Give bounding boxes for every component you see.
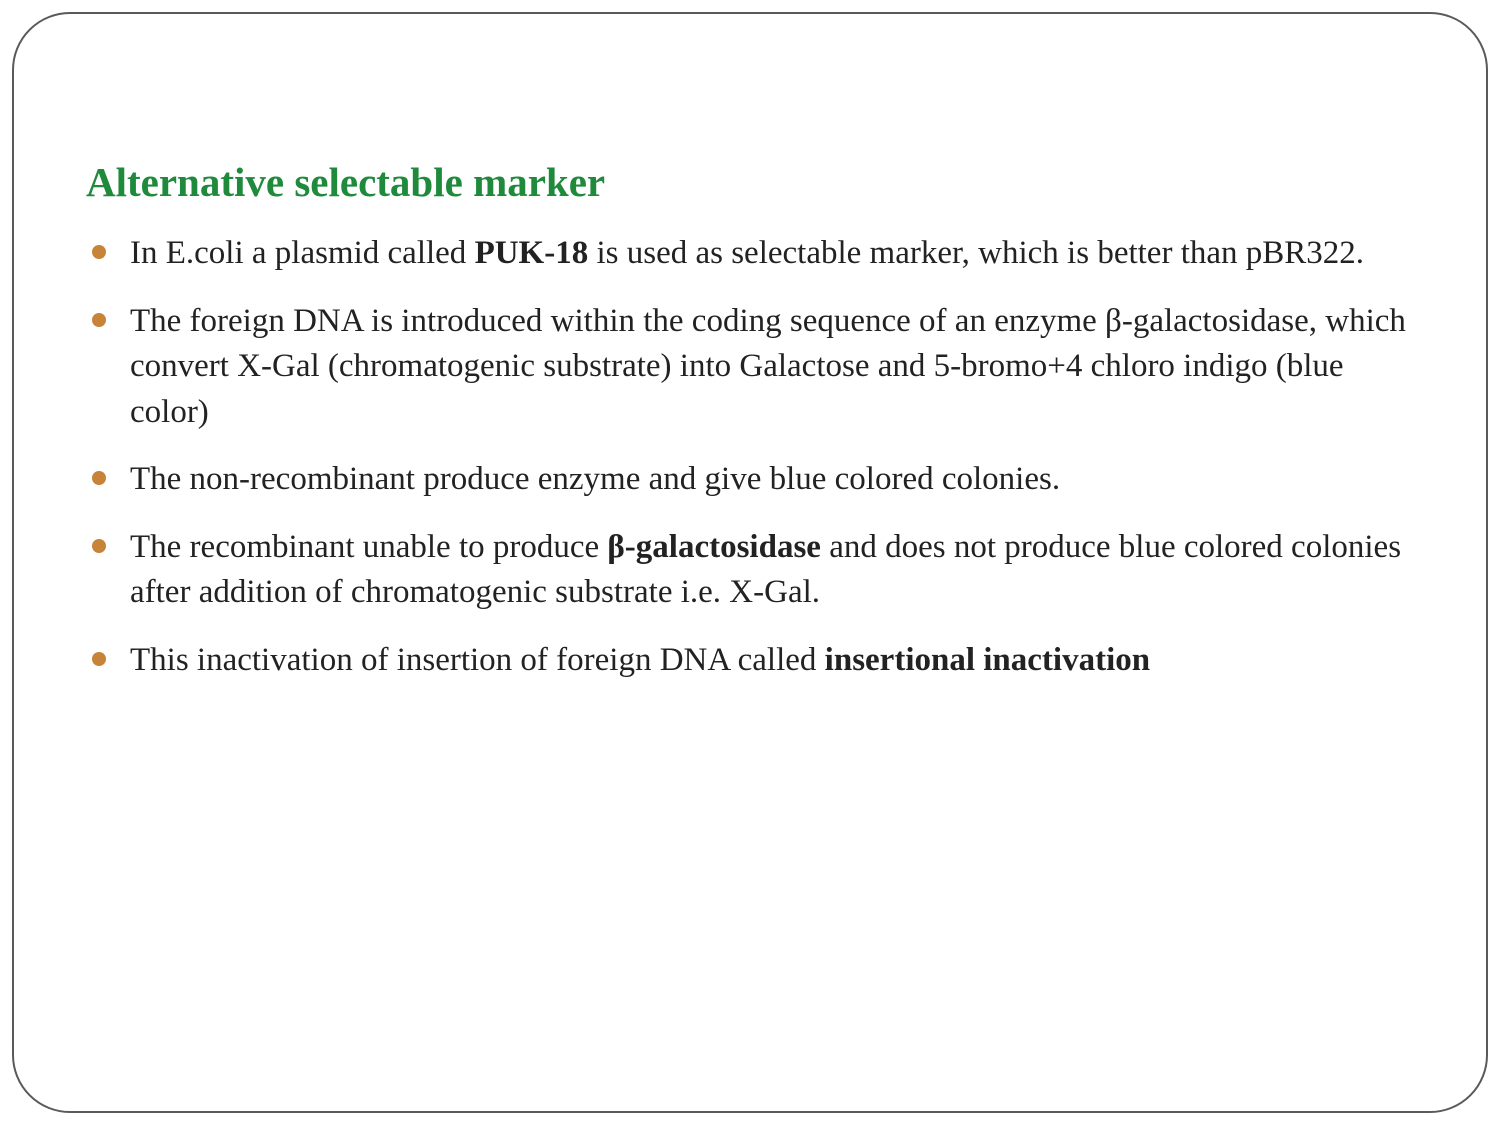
slide-title: Alternative selectable marker <box>86 158 1414 207</box>
list-item: The recombinant unable to produce β-gala… <box>86 525 1414 616</box>
list-item: This inactivation of insertion of foreig… <box>86 638 1414 684</box>
bullet-icon <box>92 313 106 327</box>
slide-content: Alternative selectable marker In E.coli … <box>86 158 1414 705</box>
list-item: The non-recombinant produce enzyme and g… <box>86 457 1414 503</box>
bullet-icon <box>92 471 106 485</box>
bullet-text-pre: This inactivation of insertion of foreig… <box>130 642 825 678</box>
bullet-text-pre: In E.coli a plasmid called <box>130 235 475 271</box>
bullet-text-pre: The foreign DNA is introduced within the… <box>130 303 1406 430</box>
bullet-text-pre: The recombinant unable to produce <box>130 529 607 565</box>
bullet-text-bold: β-galactosidase <box>607 529 821 565</box>
list-item: In E.coli a plasmid called PUK-18 is use… <box>86 231 1414 277</box>
bullet-text-bold: PUK-18 <box>475 235 589 271</box>
bullet-list: In E.coli a plasmid called PUK-18 is use… <box>86 231 1414 683</box>
bullet-text-post: is used as selectable marker, which is b… <box>588 235 1364 271</box>
bullet-text-bold: insertional inactivation <box>825 642 1150 678</box>
bullet-icon <box>92 245 106 259</box>
bullet-icon <box>92 539 106 553</box>
list-item: The foreign DNA is introduced within the… <box>86 299 1414 436</box>
bullet-text-pre: The non-recombinant produce enzyme and g… <box>130 461 1060 497</box>
bullet-icon <box>92 652 106 666</box>
